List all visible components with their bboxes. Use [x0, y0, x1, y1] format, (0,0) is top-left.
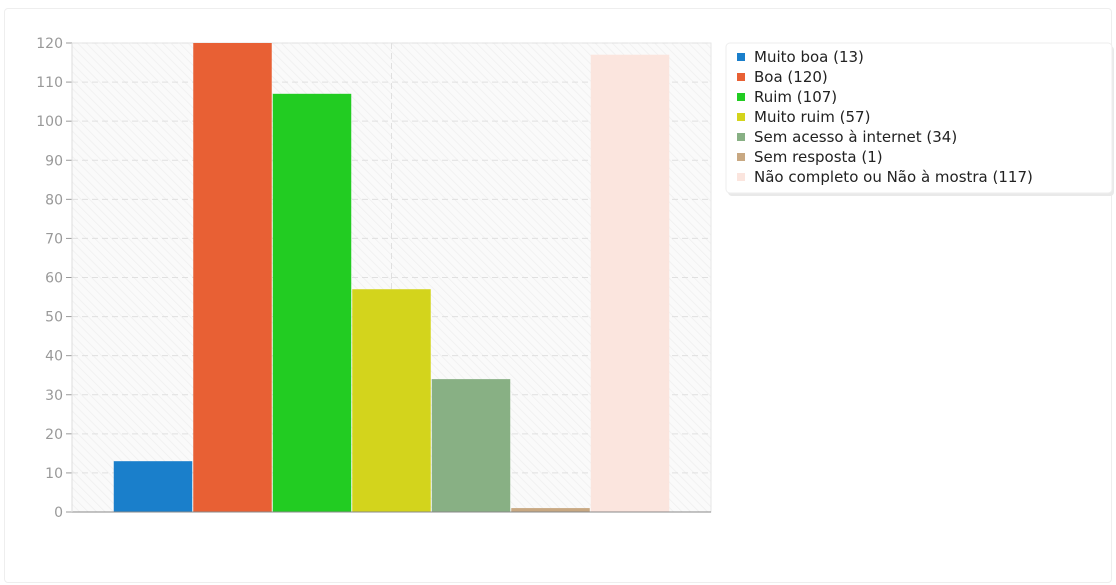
legend-swatch	[737, 173, 745, 181]
legend-box	[725, 42, 1113, 194]
legend-swatch	[737, 153, 745, 161]
legend-label: Ruim (107)	[754, 88, 837, 106]
y-tick-label: 30	[45, 388, 63, 404]
legend-swatch	[737, 113, 745, 121]
y-tick-label: 120	[36, 36, 63, 52]
bars	[113, 43, 670, 512]
y-tick-label: 90	[45, 153, 63, 169]
y-tick-label: 0	[54, 505, 63, 521]
legend-swatch	[737, 73, 745, 81]
legend-swatch	[737, 93, 745, 101]
bar	[590, 54, 670, 512]
legend-label: Muito ruim (57)	[754, 108, 870, 126]
legend-label: Boa (120)	[754, 68, 828, 86]
y-tick-label: 10	[45, 466, 63, 482]
y-tick-label: 100	[36, 114, 63, 130]
y-tick-label: 50	[45, 310, 63, 326]
legend-swatch	[737, 133, 745, 141]
axes: 0 10 20 30 40 50 60 70 80 90 100 110 120	[36, 36, 711, 521]
legend-label: Sem resposta (1)	[754, 148, 883, 166]
legend-swatch	[737, 53, 745, 61]
bar	[431, 379, 511, 512]
y-tick-label: 70	[45, 231, 63, 247]
y-tick-label: 60	[45, 271, 63, 287]
bar	[113, 461, 193, 512]
y-tick-label: 20	[45, 427, 63, 443]
y-tick-label: 110	[36, 75, 63, 91]
bar	[193, 43, 272, 512]
legend-label: Muito boa (13)	[754, 48, 864, 66]
y-tick-label: 40	[45, 349, 63, 365]
bar	[511, 508, 590, 512]
legend-label: Não completo ou Não à mostra (117)	[754, 168, 1033, 186]
bar	[352, 289, 431, 512]
bar	[272, 93, 352, 512]
y-tick-label: 80	[45, 192, 63, 208]
legend-label: Sem acesso à internet (34)	[754, 128, 957, 146]
legend: Muito boa (13) Boa (120) Ruim (107) Muito r…	[725, 42, 1114, 196]
